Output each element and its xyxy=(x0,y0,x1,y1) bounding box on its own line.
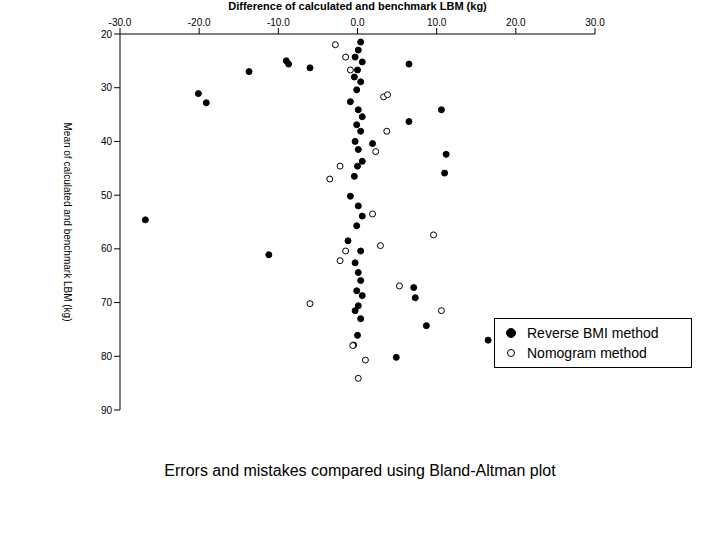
svg-text:80: 80 xyxy=(101,351,113,362)
svg-text:30: 30 xyxy=(101,82,113,93)
svg-text:-30.0: -30.0 xyxy=(109,17,132,28)
svg-text:40: 40 xyxy=(101,136,113,147)
svg-text:30.0: 30.0 xyxy=(585,17,605,28)
svg-text:Mean of calculated and benchma: Mean of calculated and benchmark LBM (kg… xyxy=(62,123,73,322)
html-text:Errors and mistakes compared u: Errors and mistakes compared using Bland… xyxy=(164,462,556,479)
svg-text:0.0: 0.0 xyxy=(351,17,365,28)
svg-text:-20.0: -20.0 xyxy=(188,17,211,28)
html-text:Difference of calculated and b: Difference of calculated and benchmark L… xyxy=(228,0,487,12)
svg-text:20.0: 20.0 xyxy=(506,17,526,28)
svg-text:90: 90 xyxy=(101,405,113,416)
svg-text:20: 20 xyxy=(101,29,113,40)
svg-text:70: 70 xyxy=(101,297,113,308)
svg-text:-10.0: -10.0 xyxy=(267,17,290,28)
svg-text:60: 60 xyxy=(101,243,113,254)
html-text:Reverse BMI method: Reverse BMI method xyxy=(527,325,659,341)
html-text:Nomogram method: Nomogram method xyxy=(527,345,647,361)
svg-text:50: 50 xyxy=(101,190,113,201)
svg-text:10.0: 10.0 xyxy=(427,17,447,28)
